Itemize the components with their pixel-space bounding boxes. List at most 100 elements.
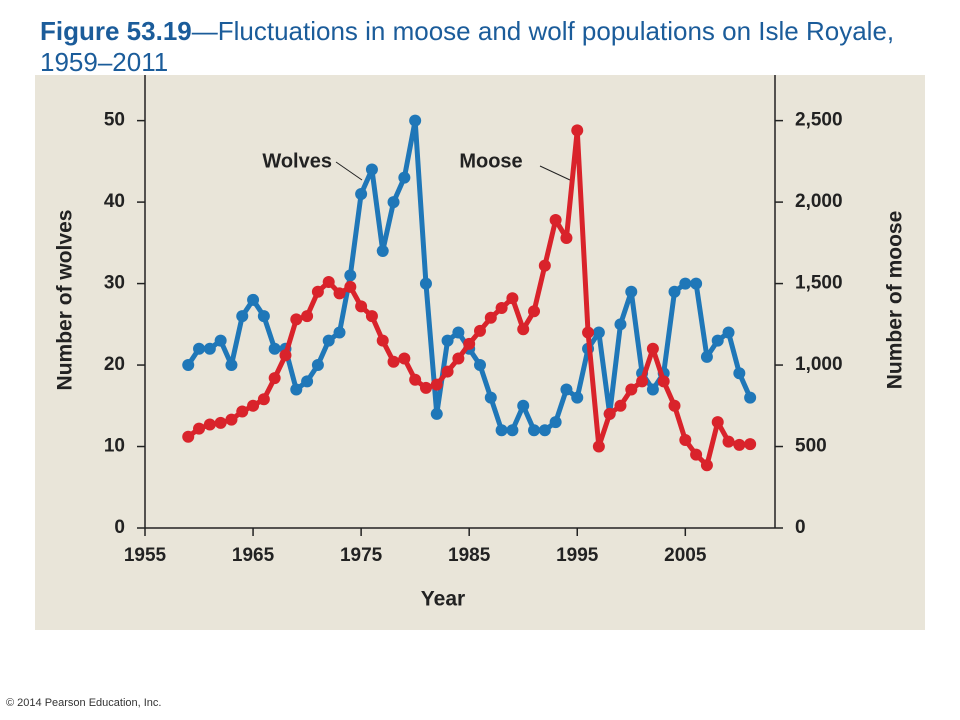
point xyxy=(452,352,465,365)
point xyxy=(225,359,238,372)
point xyxy=(398,171,411,184)
point xyxy=(419,277,432,290)
point xyxy=(625,383,638,396)
chart-title: Figure 53.19—Fluctuations in moose and w… xyxy=(40,16,900,78)
point xyxy=(236,405,249,418)
point xyxy=(495,424,508,437)
point xyxy=(538,259,551,272)
point xyxy=(690,448,703,461)
point xyxy=(571,391,584,404)
point xyxy=(214,334,227,347)
point xyxy=(733,367,746,380)
point xyxy=(333,326,346,339)
point xyxy=(322,334,335,347)
point xyxy=(603,407,616,420)
y-tick-label: 40 xyxy=(104,191,125,212)
point xyxy=(311,285,324,298)
title-label: Figure 53.19 xyxy=(40,16,192,46)
point xyxy=(495,302,508,315)
point xyxy=(484,311,497,324)
point xyxy=(592,326,605,339)
point xyxy=(430,407,443,420)
point xyxy=(301,375,314,388)
y2-tick-label: 1,500 xyxy=(795,273,843,294)
point xyxy=(193,422,206,435)
point xyxy=(419,381,432,394)
point xyxy=(679,434,692,447)
y-tick-label: 50 xyxy=(104,110,125,131)
point xyxy=(290,313,303,326)
point xyxy=(625,285,638,298)
point xyxy=(582,326,595,339)
point xyxy=(344,280,357,293)
point xyxy=(571,124,584,137)
x-axis-label: Year xyxy=(421,588,465,611)
y-tick-label: 30 xyxy=(104,273,125,294)
point xyxy=(409,114,422,127)
point xyxy=(560,231,573,244)
point xyxy=(247,399,260,412)
title-text: —Fluctuations in moose and wolf populati… xyxy=(40,16,895,77)
point xyxy=(549,214,562,227)
y2-axis-label: Number of moose xyxy=(884,211,907,390)
y-tick-label: 10 xyxy=(104,436,125,457)
point xyxy=(182,359,195,372)
point xyxy=(614,318,627,331)
point xyxy=(365,310,378,323)
point xyxy=(646,383,659,396)
point xyxy=(203,418,216,431)
point xyxy=(722,326,735,339)
point xyxy=(257,393,270,406)
point xyxy=(506,424,519,437)
point xyxy=(225,413,238,426)
point xyxy=(506,292,519,305)
y2-tick-label: 0 xyxy=(795,517,806,538)
x-tick-label: 1995 xyxy=(556,545,599,566)
point xyxy=(376,244,389,257)
x-tick-label: 1955 xyxy=(124,545,167,566)
point xyxy=(387,355,400,368)
point xyxy=(657,375,670,388)
point xyxy=(528,424,541,437)
point xyxy=(679,277,692,290)
point xyxy=(268,342,281,355)
point xyxy=(441,365,454,378)
point xyxy=(560,383,573,396)
point xyxy=(441,334,454,347)
point xyxy=(333,287,346,300)
point xyxy=(203,342,216,355)
point xyxy=(463,337,476,350)
y2-tick-label: 2,000 xyxy=(795,191,843,212)
y-tick-label: 0 xyxy=(114,517,125,538)
x-tick-label: 1985 xyxy=(448,545,491,566)
point xyxy=(430,378,443,391)
point xyxy=(311,359,324,372)
point xyxy=(614,399,627,412)
y2-tick-label: 1,000 xyxy=(795,354,843,375)
wolves-leader xyxy=(335,161,363,181)
point xyxy=(247,293,260,306)
x-tick-label: 1975 xyxy=(340,545,383,566)
point xyxy=(711,416,724,429)
point xyxy=(290,383,303,396)
point xyxy=(636,375,649,388)
point xyxy=(733,438,746,451)
point xyxy=(387,196,400,209)
point xyxy=(193,342,206,355)
point xyxy=(538,424,551,437)
point xyxy=(355,187,368,200)
y2-tick-label: 2,500 xyxy=(795,110,843,131)
series-label: Moose xyxy=(459,150,522,172)
point xyxy=(711,334,724,347)
panel xyxy=(35,75,925,630)
copyright: © 2014 Pearson Education, Inc. xyxy=(6,697,162,709)
y-axis-label: Number of wolves xyxy=(54,210,77,391)
point xyxy=(452,326,465,339)
y-tick-label: 20 xyxy=(104,354,125,375)
point xyxy=(744,438,757,451)
point xyxy=(322,275,335,288)
point xyxy=(592,440,605,453)
point xyxy=(257,310,270,323)
